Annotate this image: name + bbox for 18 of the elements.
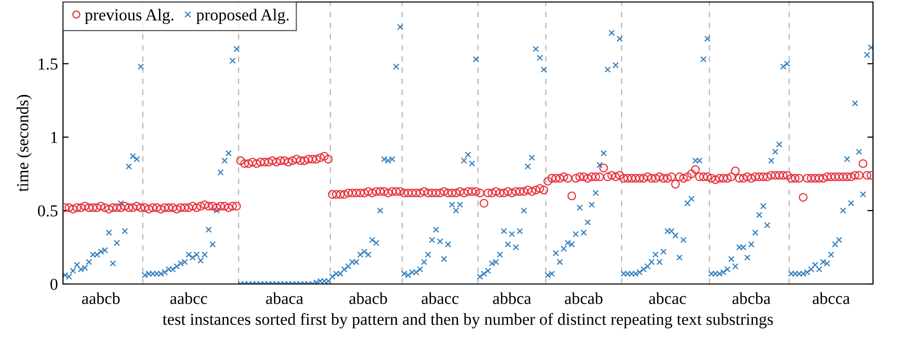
x-tick-label: aabcb [82,292,120,304]
legend-label: previous Alg. [84,8,174,24]
x-tick-label: abcac [649,292,686,304]
y-tick-label: 1 [51,132,58,143]
legend-label: proposed Alg. [196,8,289,24]
x-tick-label: abcba [732,292,770,304]
x-tick-label: abaca [266,292,304,304]
y-tick-label: 0.5 [38,205,58,217]
y-axis-title: time (seconds) [16,94,32,192]
x-tick-label: abbca [493,292,532,304]
x-tick-label: abacb [349,292,388,304]
x-axis-title: test instances sorted first by pattern and then by number of distinct repeating text substrings [162,313,773,328]
x-tick-label: abcab [564,292,603,304]
y-tick-label: 1.5 [38,58,58,70]
y-tick-label: 0 [50,278,58,290]
x-tick-label: abcca [812,292,850,304]
x-tick-label: abacc [422,292,459,304]
x-tick-label: aabcc [170,292,208,304]
